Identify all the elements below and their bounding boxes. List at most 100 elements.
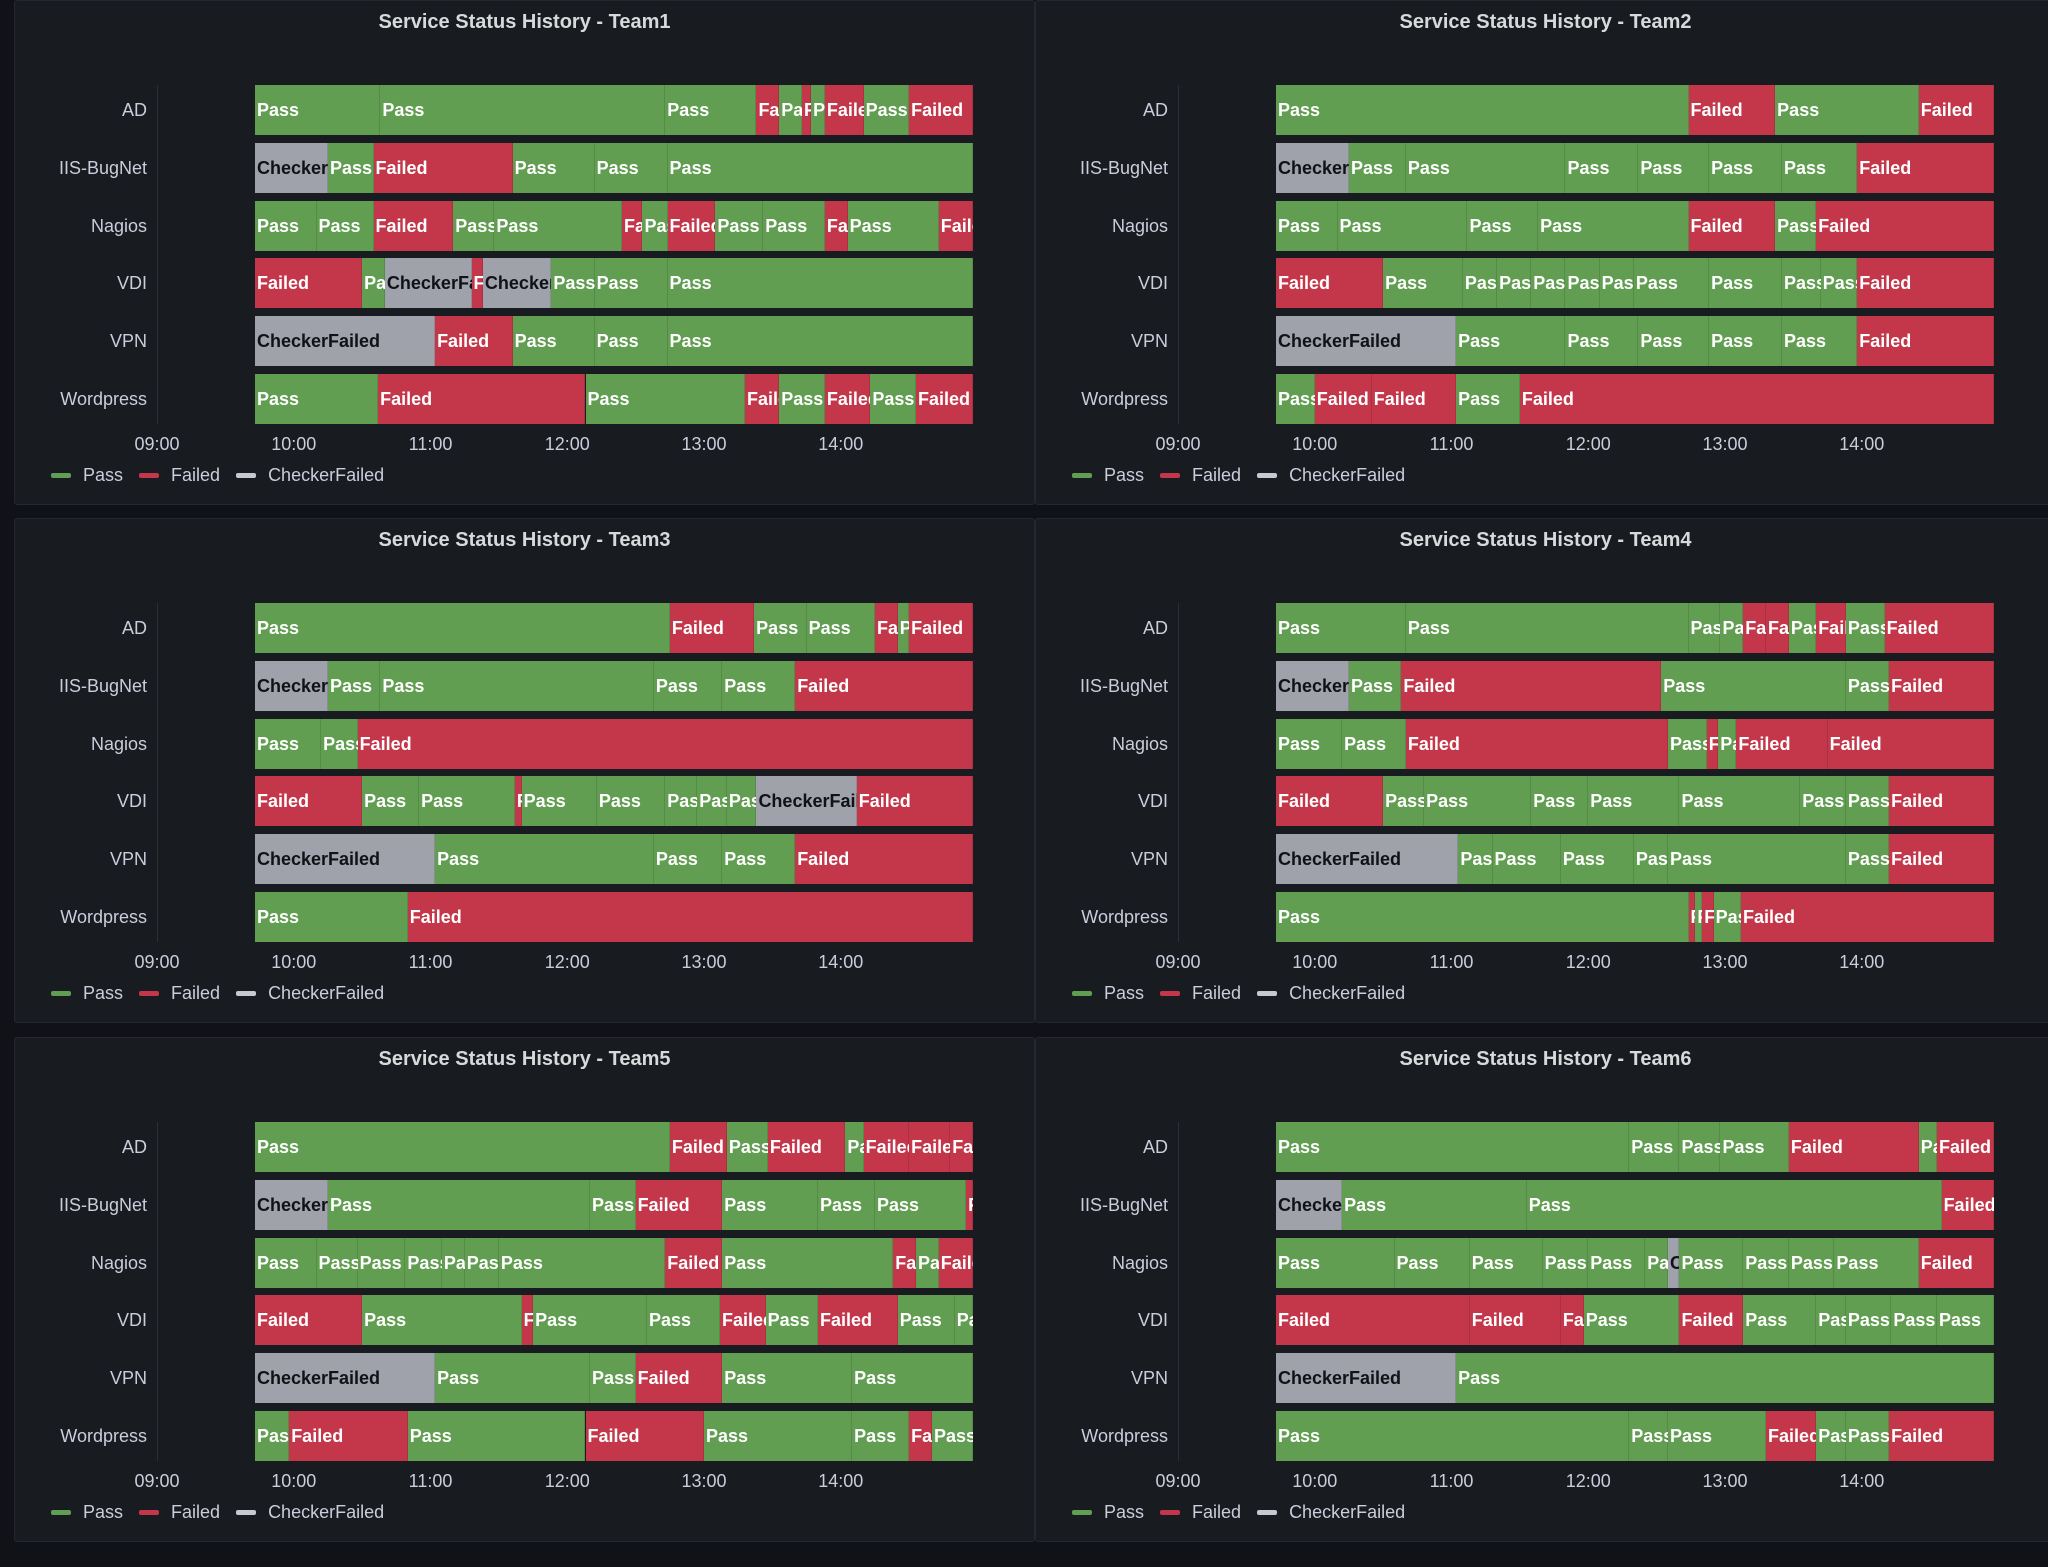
status-segment[interactable]: Pass — [811, 85, 855, 135]
status-segment[interactable]: Pass — [653, 834, 723, 885]
status-segment[interactable]: Failed — [1688, 85, 1776, 135]
status-segment[interactable]: Failed — [916, 374, 973, 424]
status-segment[interactable]: Pass — [1709, 258, 1782, 309]
status-segment[interactable]: Pass — [642, 200, 687, 251]
status-segment[interactable]: CheckerFailed — [756, 776, 882, 827]
status-segment[interactable]: Pass — [1638, 142, 1710, 193]
status-segment[interactable]: CheckerFailed — [1276, 1179, 1401, 1230]
status-segment[interactable]: Pass — [1775, 85, 1919, 135]
status-segment[interactable]: Failed — [1918, 1237, 1994, 1288]
status-segment[interactable]: Failed — [1560, 1295, 1615, 1346]
status-segment[interactable]: Pass — [512, 316, 595, 367]
status-segment[interactable]: Pass — [498, 1237, 666, 1288]
panel-title[interactable]: Service Status History - Team4 — [1399, 529, 1692, 551]
legend-item[interactable]: Pass — [1072, 1502, 1144, 1523]
status-segment[interactable]: Pass — [316, 200, 374, 251]
status-segment[interactable]: Failed — [1827, 718, 1994, 769]
status-segment[interactable]: Pass — [1383, 776, 1427, 827]
status-segment[interactable]: Failed — [1276, 1295, 1470, 1346]
status-segment[interactable]: Pass — [1743, 1237, 1789, 1288]
status-segment[interactable]: CheckerFailed — [1668, 1237, 1793, 1288]
status-segment[interactable]: Pass — [1800, 776, 1846, 827]
status-segment[interactable]: Pass — [1348, 660, 1402, 711]
status-segment[interactable]: Failed — [1743, 603, 1797, 653]
status-segment[interactable]: CheckerFailed — [255, 834, 436, 885]
legend-item[interactable]: Failed — [1160, 1502, 1241, 1523]
status-segment[interactable]: Pass — [255, 374, 379, 424]
status-segment[interactable]: Pass — [1588, 1237, 1646, 1288]
legend-item[interactable]: Pass — [1072, 983, 1144, 1004]
status-segment[interactable]: Pass — [704, 1411, 853, 1461]
status-segment[interactable]: Failed — [909, 1122, 963, 1172]
status-segment[interactable]: Pass — [1845, 1411, 1890, 1461]
status-segment[interactable]: Failed — [521, 1295, 576, 1346]
status-segment[interactable]: Pass — [255, 85, 381, 135]
status-segment[interactable]: Failed — [1941, 1179, 1994, 1230]
status-segment[interactable]: Pass — [817, 1179, 875, 1230]
status-segment[interactable]: Pass — [1342, 718, 1406, 769]
status-segment[interactable]: CheckerFailed — [1276, 316, 1457, 367]
status-segment[interactable]: Pass — [464, 1237, 509, 1288]
status-segment[interactable]: Pass — [362, 1295, 522, 1346]
status-segment[interactable]: Pass — [1565, 258, 1610, 309]
status-segment[interactable]: Pass — [255, 1411, 299, 1461]
status-segment[interactable]: Pass — [1891, 1295, 1937, 1346]
status-segment[interactable]: Failed — [1679, 1295, 1744, 1346]
status-segment[interactable]: Pass — [1588, 776, 1680, 827]
status-segment[interactable]: Pass — [1679, 1237, 1744, 1288]
status-segment[interactable]: Failed — [1519, 374, 1994, 424]
status-segment[interactable]: Pass — [380, 85, 666, 135]
status-segment[interactable]: Pass — [726, 1122, 771, 1172]
status-segment[interactable]: Pass — [765, 1295, 818, 1346]
status-segment[interactable]: Pass — [255, 1122, 670, 1172]
status-segment[interactable]: Pass — [1467, 200, 1539, 251]
status-segment[interactable]: CheckerFailed — [482, 258, 608, 309]
status-segment[interactable]: Pass — [1633, 258, 1710, 309]
status-segment[interactable]: Pass — [1276, 603, 1406, 653]
status-segment[interactable]: Pass — [1497, 258, 1541, 309]
legend-item[interactable]: CheckerFailed — [236, 983, 384, 1004]
status-segment[interactable]: Failed — [471, 258, 526, 309]
status-segment[interactable]: Pass — [533, 1295, 648, 1346]
status-segment[interactable]: Pass — [1276, 200, 1338, 251]
status-segment[interactable]: Pass — [1633, 834, 1678, 885]
legend-item[interactable]: Failed — [139, 465, 220, 486]
status-segment[interactable]: Pass — [255, 200, 317, 251]
status-segment[interactable]: Pass — [357, 1237, 406, 1288]
status-segment[interactable]: Failed — [1469, 1295, 1561, 1346]
status-segment[interactable]: Failed — [1884, 603, 1994, 653]
status-segment[interactable]: Failed — [966, 1179, 973, 1230]
legend-item[interactable]: Pass — [51, 1502, 123, 1523]
status-segment[interactable]: Pass — [1782, 258, 1826, 309]
status-segment[interactable]: Pass — [594, 258, 668, 309]
status-segment[interactable]: Pass — [494, 200, 622, 251]
status-segment[interactable]: CheckerFailed — [255, 1179, 380, 1230]
status-segment[interactable]: Pass — [1782, 316, 1858, 367]
status-segment[interactable]: Pass — [1629, 1411, 1673, 1461]
status-segment[interactable]: Pass — [916, 1237, 960, 1288]
status-segment[interactable]: Failed — [1788, 1122, 1919, 1172]
status-segment[interactable]: Failed — [1688, 200, 1776, 251]
status-segment[interactable]: Failed — [824, 374, 879, 424]
status-segment[interactable]: Failed — [407, 892, 973, 942]
status-segment[interactable]: Pass — [512, 142, 595, 193]
status-segment[interactable]: Failed — [1702, 892, 1756, 942]
status-segment[interactable]: Pass — [1542, 1237, 1589, 1288]
status-segment[interactable]: Pass — [847, 200, 939, 251]
status-segment[interactable]: Pass — [667, 316, 973, 367]
status-segment[interactable]: Failed — [378, 374, 586, 424]
status-segment[interactable]: Pass — [1424, 776, 1532, 827]
status-segment[interactable]: Pass — [1645, 1237, 1689, 1288]
status-segment[interactable]: Failed — [373, 200, 454, 251]
status-segment[interactable]: Failed — [1314, 374, 1372, 424]
status-segment[interactable]: Pass — [697, 776, 741, 827]
status-segment[interactable]: Failed — [950, 1122, 973, 1172]
status-segment[interactable]: Failed — [255, 776, 363, 827]
status-segment[interactable]: Pass — [1788, 1237, 1835, 1288]
status-segment[interactable]: Pass — [1668, 1411, 1767, 1461]
status-segment[interactable]: Failed — [289, 1411, 408, 1461]
status-segment[interactable]: Pass — [1538, 200, 1689, 251]
legend-item[interactable]: CheckerFailed — [236, 1502, 384, 1523]
status-segment[interactable]: Pass — [1845, 834, 1890, 885]
status-segment[interactable]: Pass — [1276, 1411, 1630, 1461]
